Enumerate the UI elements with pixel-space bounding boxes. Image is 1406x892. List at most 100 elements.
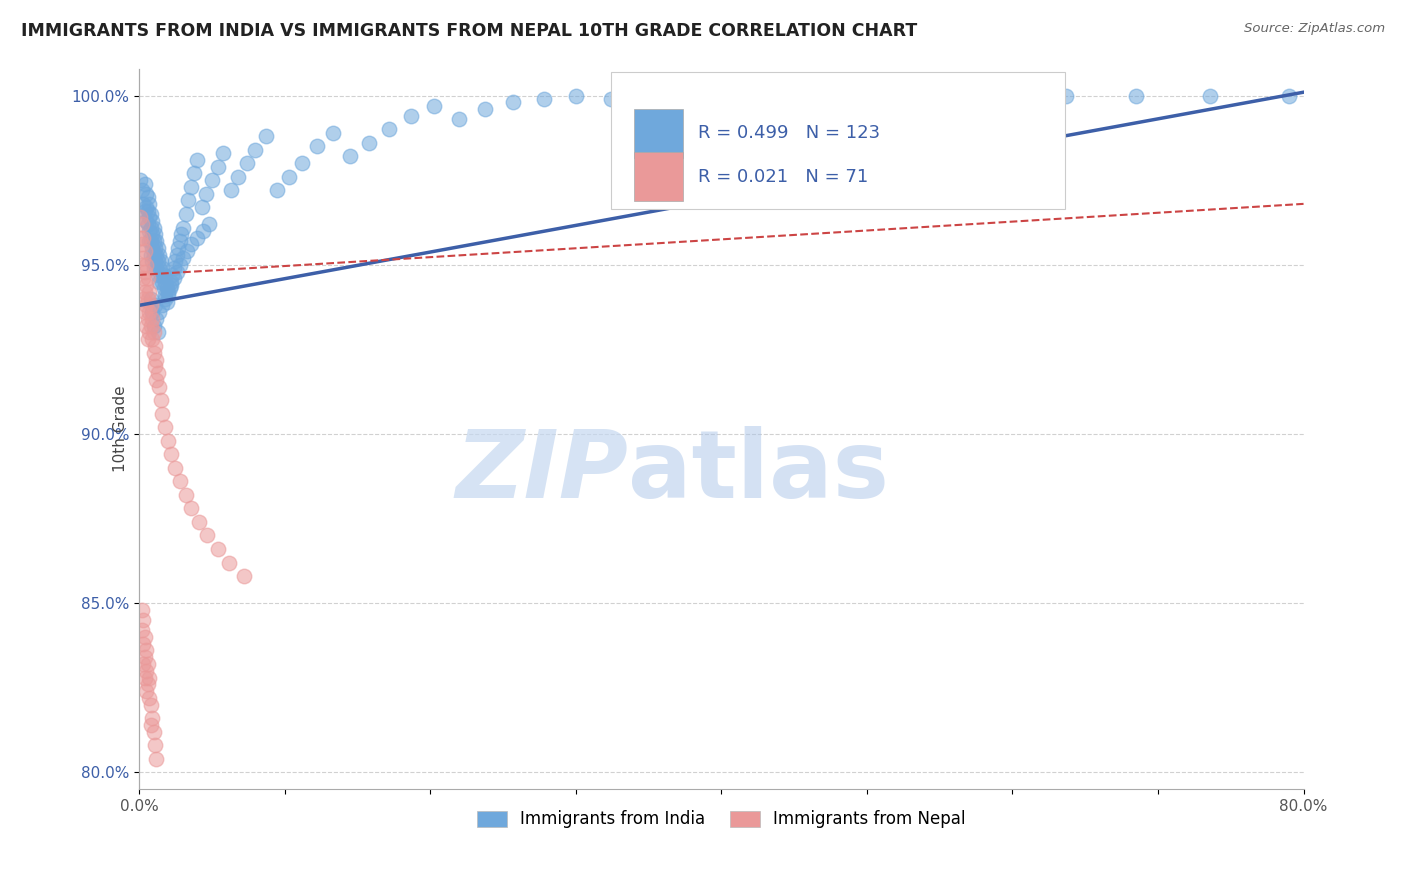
Point <box>226 169 249 184</box>
Point <box>146 268 169 282</box>
Point <box>678 88 700 103</box>
Point <box>139 318 162 333</box>
Point <box>191 224 214 238</box>
Point <box>198 217 221 231</box>
Point <box>141 711 163 725</box>
Point <box>145 373 167 387</box>
Point <box>167 241 190 255</box>
Point <box>143 298 166 312</box>
Point <box>141 312 163 326</box>
Point <box>165 460 187 475</box>
FancyBboxPatch shape <box>610 72 1064 209</box>
Point <box>146 326 169 340</box>
Point <box>201 173 224 187</box>
Point <box>132 637 155 651</box>
Point <box>157 288 180 302</box>
Point <box>166 247 188 261</box>
Point <box>1125 88 1147 103</box>
Point <box>872 88 894 103</box>
Point <box>172 220 194 235</box>
Point <box>136 217 159 231</box>
Point <box>135 643 157 657</box>
Point <box>132 271 155 285</box>
Point <box>141 241 163 255</box>
Point <box>232 569 254 583</box>
Point <box>138 224 160 238</box>
Point <box>134 177 156 191</box>
Point <box>156 281 179 295</box>
Point <box>721 88 744 103</box>
Point <box>357 136 380 150</box>
Point <box>423 99 446 113</box>
Point <box>131 623 153 637</box>
Point <box>132 613 155 627</box>
Text: Source: ZipAtlas.com: Source: ZipAtlas.com <box>1244 22 1385 36</box>
Point <box>143 227 166 242</box>
FancyBboxPatch shape <box>634 109 683 158</box>
Point <box>129 211 152 225</box>
Point <box>141 227 163 242</box>
Point <box>135 214 157 228</box>
Point <box>145 752 167 766</box>
Point <box>146 241 169 255</box>
Point <box>142 724 165 739</box>
Point <box>141 332 163 346</box>
Point <box>136 271 159 285</box>
Point <box>142 261 165 276</box>
Point <box>163 261 186 276</box>
Point <box>136 312 159 326</box>
Text: ZIP: ZIP <box>456 426 628 518</box>
Point <box>160 275 183 289</box>
Point <box>174 488 197 502</box>
Point <box>187 515 209 529</box>
Point <box>207 160 229 174</box>
Point <box>132 230 155 244</box>
Point <box>148 261 170 276</box>
Point <box>768 88 790 103</box>
Point <box>194 186 217 201</box>
Point <box>399 109 422 123</box>
Point <box>143 738 166 752</box>
Point <box>218 556 240 570</box>
Point <box>131 183 153 197</box>
Point <box>219 183 242 197</box>
Point <box>146 254 169 268</box>
Point <box>143 241 166 255</box>
Point <box>129 230 152 244</box>
Point <box>141 214 163 228</box>
Point <box>142 220 165 235</box>
FancyBboxPatch shape <box>634 152 683 202</box>
Point <box>180 501 202 516</box>
Point <box>146 366 169 380</box>
Point <box>132 197 155 211</box>
Point <box>145 261 167 276</box>
Point <box>183 166 205 180</box>
Point <box>599 92 621 106</box>
Point <box>502 95 524 110</box>
Point <box>138 305 160 319</box>
Point <box>174 207 197 221</box>
Point <box>134 285 156 299</box>
Point <box>160 278 183 293</box>
Text: R = 0.499   N = 123: R = 0.499 N = 123 <box>697 124 880 143</box>
Point <box>148 305 170 319</box>
Point <box>135 684 157 698</box>
Point <box>136 657 159 671</box>
Point <box>990 88 1012 103</box>
Point <box>145 247 167 261</box>
Point <box>195 528 218 542</box>
Point <box>138 211 160 225</box>
Point <box>142 234 165 248</box>
Point <box>564 88 586 103</box>
Point <box>148 275 170 289</box>
Point <box>159 281 181 295</box>
Point <box>212 146 235 161</box>
Point <box>169 475 191 489</box>
Point <box>449 112 471 127</box>
Point <box>145 312 167 326</box>
Point <box>165 254 187 268</box>
Point <box>142 326 165 340</box>
Point <box>177 194 200 208</box>
Point <box>148 379 170 393</box>
Point <box>135 200 157 214</box>
